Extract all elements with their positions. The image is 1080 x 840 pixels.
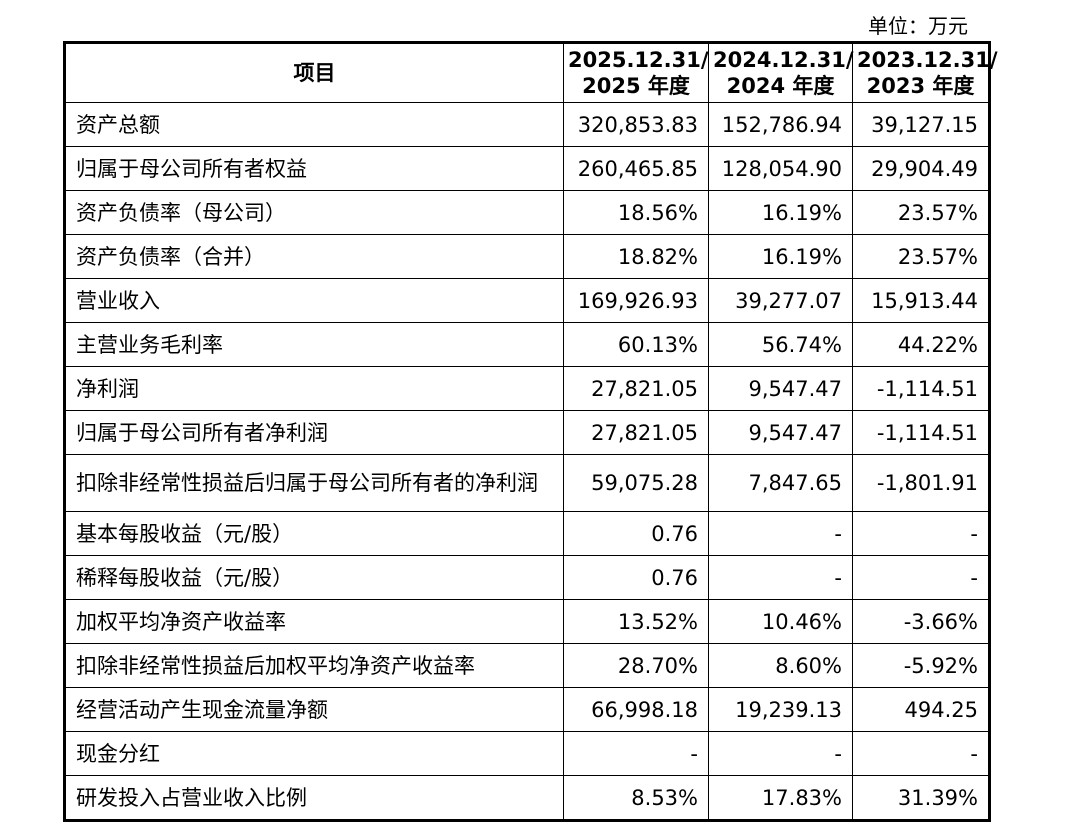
header-year-2025: 2025.12.31/ 2025 年度 (563, 42, 709, 103)
row-label: 资产负债率（母公司） (64, 190, 564, 235)
cell-2024: 9,547.47 (708, 410, 853, 455)
cell-2023: - (852, 731, 990, 776)
cell-2025: 66,998.18 (563, 687, 709, 732)
cell-2025: 18.56% (563, 190, 709, 235)
header-year-2025-line1: 2025.12.31/ (568, 48, 709, 72)
table-row: 归属于母公司所有者净利润 27,821.05 9,547.47 -1,114.5… (64, 410, 990, 455)
cell-2025: 27,821.05 (563, 366, 709, 411)
table-row: 现金分红 - - - (64, 731, 990, 776)
cell-2025: 0.76 (563, 555, 709, 600)
table-row: 稀释每股收益（元/股） 0.76 - - (64, 555, 990, 600)
cell-2025: 8.53% (563, 775, 709, 821)
cell-2024: 19,239.13 (708, 687, 853, 732)
table-row: 营业收入 169,926.93 39,277.07 15,913.44 (64, 278, 990, 323)
header-item: 项目 (64, 42, 564, 103)
table-row: 扣除非经常性损益后加权平均净资产收益率 28.70% 8.60% -5.92% (64, 643, 990, 688)
table-row: 加权平均净资产收益率 13.52% 10.46% -3.66% (64, 599, 990, 644)
cell-2023: 23.57% (852, 234, 990, 279)
cell-2023: -3.66% (852, 599, 990, 644)
cell-2023: -5.92% (852, 643, 990, 688)
row-label: 净利润 (64, 366, 564, 411)
row-label: 资产总额 (64, 102, 564, 147)
cell-2025: - (563, 731, 709, 776)
header-year-2024-line2: 2024 年度 (726, 74, 835, 98)
cell-2025: 27,821.05 (563, 410, 709, 455)
cell-2023: - (852, 555, 990, 600)
cell-2024: 152,786.94 (708, 102, 853, 147)
table-header-row: 项目 2025.12.31/ 2025 年度 2024.12.31/ 2024 … (64, 42, 998, 103)
cell-2024: 9,547.47 (708, 366, 853, 411)
cell-2023: -1,114.51 (852, 410, 990, 455)
cell-2023: 44.22% (852, 322, 990, 367)
cell-2023: 23.57% (852, 190, 990, 235)
table-row: 资产负债率（合并） 18.82% 16.19% 23.57% (64, 234, 990, 279)
row-label: 加权平均净资产收益率 (64, 599, 564, 644)
table-row: 基本每股收益（元/股） 0.76 - - (64, 511, 990, 556)
cell-2025: 320,853.83 (563, 102, 709, 147)
cell-2025: 59,075.28 (563, 454, 709, 512)
cell-2024: - (708, 555, 853, 600)
cell-2023: 494.25 (852, 687, 990, 732)
table-row: 归属于母公司所有者权益 260,465.85 128,054.90 29,904… (64, 146, 990, 191)
row-label: 归属于母公司所有者净利润 (64, 410, 564, 455)
cell-2024: 10.46% (708, 599, 853, 644)
table-row: 主营业务毛利率 60.13% 56.74% 44.22% (64, 322, 990, 367)
cell-2024: 16.19% (708, 190, 853, 235)
cell-2023: 31.39% (852, 775, 990, 821)
cell-2025: 60.13% (563, 322, 709, 367)
row-label: 扣除非经常性损益后加权平均净资产收益率 (64, 643, 564, 688)
table-row: 经营活动产生现金流量净额 66,998.18 19,239.13 494.25 (64, 687, 990, 732)
cell-2024: 8.60% (708, 643, 853, 688)
row-label: 资产负债率（合并） (64, 234, 564, 279)
cell-2025: 169,926.93 (563, 278, 709, 323)
cell-2024: 39,277.07 (708, 278, 853, 323)
row-label: 现金分红 (64, 731, 564, 776)
table-row: 研发投入占营业收入比例 8.53% 17.83% 31.39% (64, 775, 990, 821)
row-label: 营业收入 (64, 278, 564, 323)
cell-2025: 18.82% (563, 234, 709, 279)
cell-2023: -1,801.91 (852, 454, 990, 512)
header-year-2023-line2: 2023 年度 (866, 74, 975, 98)
row-label: 稀释每股收益（元/股） (64, 555, 564, 600)
header-year-2023: 2023.12.31/ 2023 年度 (852, 42, 998, 103)
row-label: 研发投入占营业收入比例 (64, 775, 564, 821)
row-label: 主营业务毛利率 (64, 322, 564, 367)
cell-2024: 17.83% (708, 775, 853, 821)
header-year-2025-line2: 2025 年度 (582, 74, 690, 98)
row-label: 经营活动产生现金流量净额 (64, 687, 564, 732)
cell-2025: 28.70% (563, 643, 709, 688)
row-label: 归属于母公司所有者权益 (64, 146, 564, 191)
cell-2024: 16.19% (708, 234, 853, 279)
cell-2023: - (852, 511, 990, 556)
table-row: 资产负债率（母公司） 18.56% 16.19% 23.57% (64, 190, 990, 235)
row-label: 扣除非经常性损益后归属于母公司所有者的净利润 (64, 454, 564, 512)
cell-2023: 29,904.49 (852, 146, 990, 191)
cell-2023: 15,913.44 (852, 278, 990, 323)
table-row: 资产总额 320,853.83 152,786.94 39,127.15 (64, 102, 990, 147)
cell-2024: - (708, 511, 853, 556)
row-label: 基本每股收益（元/股） (64, 511, 564, 556)
financial-summary-table: 项目 2025.12.31/ 2025 年度 2024.12.31/ 2024 … (63, 41, 998, 822)
cell-2023: 39,127.15 (852, 102, 990, 147)
table-row: 净利润 27,821.05 9,547.47 -1,114.51 (64, 366, 990, 411)
cell-2023: -1,114.51 (852, 366, 990, 411)
unit-label: 单位：万元 (868, 14, 968, 38)
header-year-2024-line1: 2024.12.31/ (713, 48, 854, 72)
cell-2025: 0.76 (563, 511, 709, 556)
cell-2024: - (708, 731, 853, 776)
header-year-2024: 2024.12.31/ 2024 年度 (708, 42, 854, 103)
cell-2024: 128,054.90 (708, 146, 853, 191)
cell-2024: 7,847.65 (708, 454, 853, 512)
cell-2024: 56.74% (708, 322, 853, 367)
header-year-2023-line1: 2023.12.31/ (857, 48, 998, 72)
cell-2025: 260,465.85 (563, 146, 709, 191)
table-row: 扣除非经常性损益后归属于母公司所有者的净利润 59,075.28 7,847.6… (64, 454, 990, 512)
cell-2025: 13.52% (563, 599, 709, 644)
